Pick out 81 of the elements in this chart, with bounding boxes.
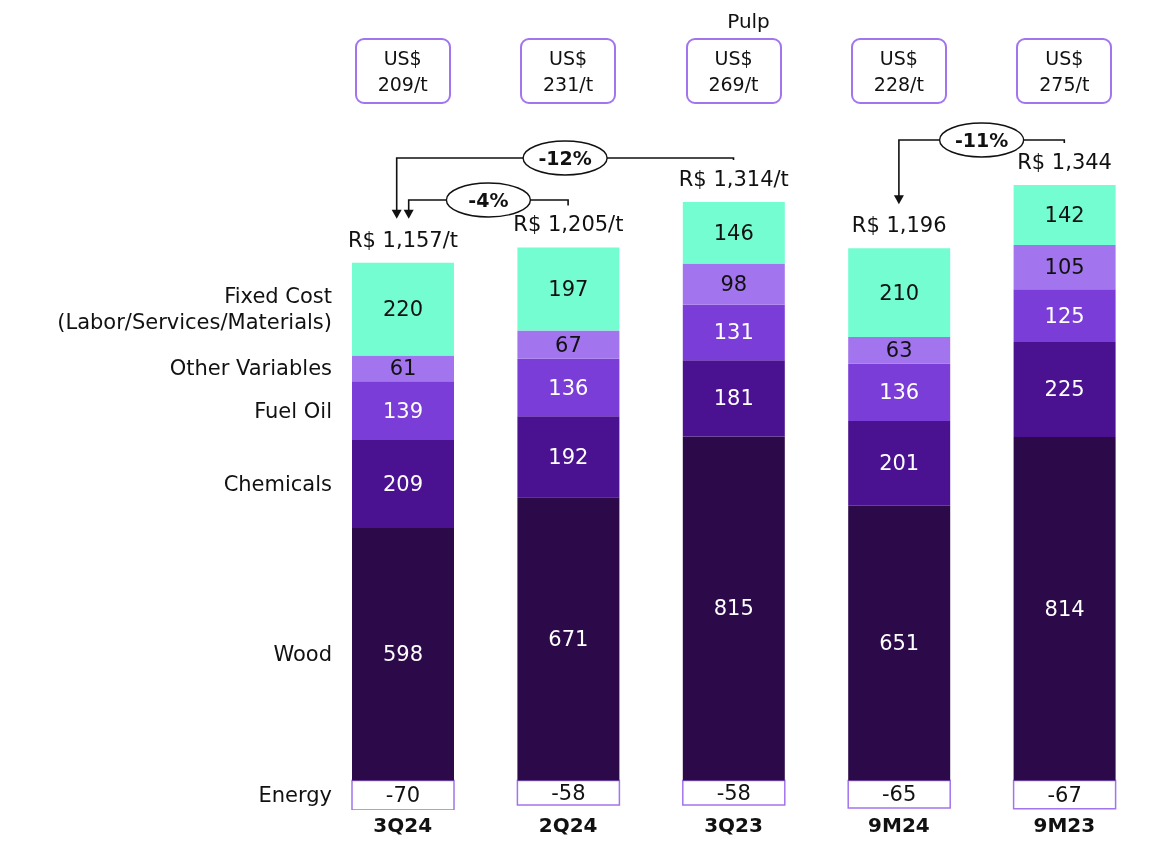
text: US$ 209/t — [354, 38, 451, 104]
bar — [848, 363, 951, 421]
data-label: 814 — [1044, 596, 1085, 621]
bar — [848, 248, 951, 337]
data-label: 136 — [879, 380, 920, 405]
text: US$ 228/t — [850, 38, 947, 104]
text: Pulp — [727, 8, 770, 33]
data-label: -58 — [551, 780, 586, 805]
bar — [848, 336, 951, 364]
data-label: 136 — [548, 375, 589, 400]
bar — [351, 779, 455, 810]
x-tick-label: 2Q24 — [538, 813, 598, 838]
data-label: 197 — [548, 277, 589, 302]
series-label: Energy — [258, 783, 332, 808]
x-tick-label: 9M23 — [1033, 813, 1096, 838]
bar — [847, 779, 951, 809]
data-label: 142 — [1044, 202, 1085, 227]
data-label: 139 — [382, 398, 424, 423]
text: US$ 231/t — [520, 38, 617, 104]
bar — [352, 355, 454, 382]
bar — [517, 358, 620, 417]
series-label: Chemicals — [223, 472, 332, 496]
series-label: Other Variables — [169, 356, 332, 381]
bar — [682, 779, 786, 806]
data-label: 181 — [713, 386, 754, 411]
series-label: Fuel Oil — [254, 398, 332, 423]
bar — [682, 360, 785, 437]
bar — [517, 330, 620, 359]
bar — [682, 436, 785, 781]
x-tick-label: 3Q24 — [373, 813, 433, 838]
total-label: R$ 1,196 — [851, 213, 947, 238]
bar — [517, 416, 620, 498]
data-label: 192 — [548, 444, 589, 469]
bar — [1013, 436, 1116, 781]
data-label: -70 — [385, 783, 421, 808]
bar — [682, 263, 785, 305]
text: US$ 269/t — [685, 38, 782, 104]
bar — [848, 420, 951, 506]
data-label: 146 — [713, 220, 754, 245]
series-label: Fixed Cost (Labor/Services/Materials) — [57, 284, 332, 335]
bar — [1013, 244, 1116, 290]
bar — [1013, 185, 1116, 245]
bar — [352, 439, 454, 529]
data-label: -58 — [716, 780, 751, 805]
series-label: Wood — [273, 642, 332, 667]
bar — [352, 381, 454, 440]
data-label: 63 — [885, 338, 913, 363]
x-tick-label: 9M24 — [868, 813, 930, 838]
data-label: 67 — [555, 332, 582, 357]
data-label: 209 — [382, 472, 424, 496]
bar — [517, 247, 620, 331]
bar — [848, 505, 951, 781]
bar — [517, 497, 620, 781]
bar — [682, 201, 785, 264]
data-label: 61 — [389, 356, 417, 381]
data-label: 210 — [879, 280, 920, 305]
bar — [682, 304, 785, 361]
data-label: 125 — [1044, 303, 1085, 328]
data-label: 105 — [1044, 255, 1085, 280]
data-label: 201 — [879, 451, 920, 476]
data-label: 98 — [720, 272, 748, 297]
data-label: -67 — [1047, 782, 1082, 807]
bar — [1013, 341, 1116, 437]
total-label: R$ 1,157/t — [347, 227, 459, 252]
data-label: -65 — [882, 782, 917, 807]
data-label: 671 — [548, 626, 589, 651]
bar — [516, 779, 621, 806]
total-label: R$ 1,344 — [1017, 150, 1112, 174]
data-label: 220 — [382, 297, 424, 322]
bar — [1012, 779, 1117, 810]
bar — [1013, 289, 1116, 342]
data-label: 131 — [713, 320, 754, 345]
data-label: 815 — [713, 596, 754, 621]
data-label: 598 — [382, 642, 424, 667]
total-label: R$ 1,314/t — [678, 166, 789, 191]
bar — [352, 528, 454, 781]
text: US$ 275/t — [1016, 38, 1113, 104]
data-label: 225 — [1044, 377, 1085, 402]
bar — [352, 262, 454, 356]
x-tick-label: 3Q23 — [704, 813, 763, 838]
data-label: 651 — [879, 631, 920, 656]
